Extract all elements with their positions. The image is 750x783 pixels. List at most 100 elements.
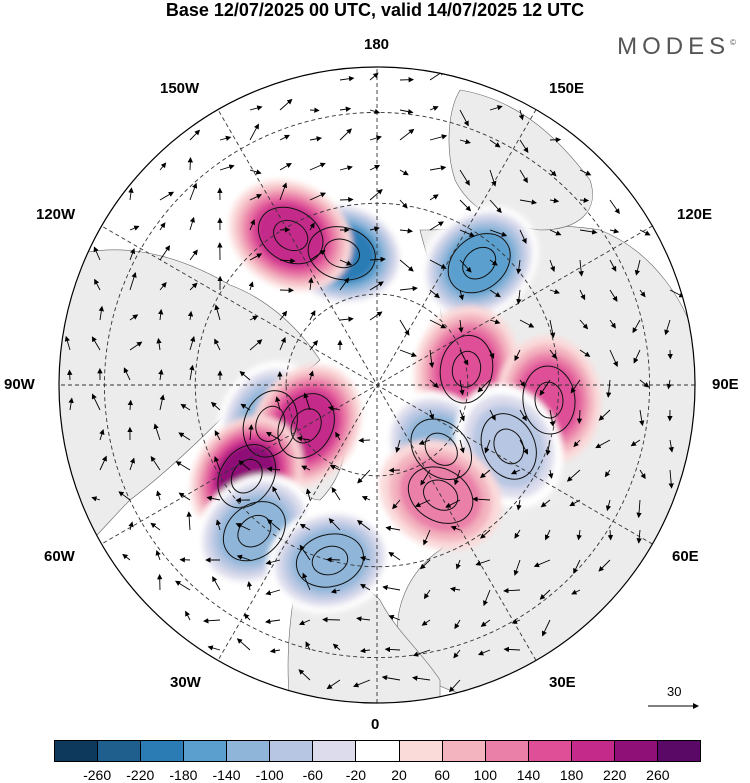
wind-arrow (639, 379, 650, 388)
wind-arrow (480, 529, 491, 539)
wind-arrow (668, 469, 674, 489)
wind-arrow (571, 589, 581, 595)
wind-arrow (459, 349, 469, 366)
wind-arrow (99, 455, 107, 471)
lon-label-60w: 60W (44, 548, 75, 565)
wind-arrow (269, 648, 281, 654)
colorbar-swatch (183, 741, 227, 761)
wind-arrow (327, 405, 341, 411)
wind-arrow (214, 456, 221, 471)
wind-arrow (489, 259, 498, 266)
wind-arrow (339, 76, 355, 82)
anomaly-contour (462, 246, 497, 280)
wind-arrow (357, 469, 371, 484)
wind-arrow (369, 281, 384, 291)
wind-arrow (369, 226, 380, 232)
wind-arrow (159, 394, 165, 411)
meridian (217, 109, 537, 661)
wind-arrow (455, 559, 461, 570)
wind-arrow (265, 431, 281, 441)
wind-arrow (540, 499, 551, 508)
wind-arrow (339, 277, 350, 291)
anomaly-contour (407, 466, 474, 524)
wind-arrow (429, 194, 439, 201)
wind-arrow (175, 461, 191, 471)
wind-arrow (421, 619, 431, 626)
wind-arrow (332, 643, 341, 651)
wind-arrow (636, 499, 642, 519)
colorbar-label: -20 (345, 767, 367, 783)
wind-arrow (429, 259, 447, 269)
wind-arrow (175, 580, 191, 591)
wind-arrow (459, 259, 472, 273)
anomaly-contour (311, 545, 349, 576)
wind-arrow (605, 499, 612, 512)
wind-arrow (339, 196, 354, 203)
wind-arrow (265, 559, 281, 565)
wind-arrow (418, 439, 431, 445)
wind-arrow (639, 469, 646, 480)
wind-arrow (249, 339, 263, 351)
wind-arrow (548, 469, 554, 479)
wind-arrow (544, 529, 551, 541)
wind-arrow (516, 259, 522, 275)
wind-arrow (156, 337, 162, 351)
wind-arrow (207, 645, 221, 651)
wind-arrow (382, 585, 401, 591)
wind-arrow (369, 189, 383, 201)
wind-arrow (129, 272, 137, 291)
wind-arrow (519, 229, 527, 244)
wind-arrow (330, 588, 341, 594)
wind-arrow (356, 616, 371, 622)
wind-arrow (549, 289, 560, 295)
lon-label-60e: 60E (672, 548, 699, 565)
lon-label-90w: 90W (4, 376, 35, 393)
wind-arrow (361, 496, 371, 501)
anomaly-contour (290, 408, 322, 444)
wind-arrow (484, 439, 491, 454)
anomaly-contour (451, 350, 482, 388)
colorbar-swatch (226, 741, 270, 761)
wind-arrow (249, 194, 263, 201)
anomaly-contour (295, 533, 364, 588)
anomaly-contour (493, 428, 525, 465)
wind-arrow (429, 165, 447, 171)
wind-arrow (360, 647, 371, 654)
wind-arrow (189, 282, 198, 291)
colorbar-label: -100 (255, 767, 284, 783)
colorbar-label: 220 (603, 767, 627, 783)
wind-arrow (275, 396, 281, 411)
wind-arrow (514, 529, 521, 539)
wind-arrow (609, 319, 616, 329)
wind-arrow (178, 492, 191, 501)
polar-map (58, 66, 699, 709)
colorbar-swatch (398, 741, 442, 761)
wind-arrow (329, 465, 341, 471)
wind-arrow (459, 409, 465, 422)
wind-arrow (459, 229, 475, 237)
wind-arrow (266, 466, 281, 472)
wind-arrow (187, 310, 194, 321)
wind-arrow (518, 109, 525, 121)
wind-arrow (158, 369, 164, 381)
wind-arrow (369, 72, 379, 81)
anomaly-contour (439, 334, 494, 404)
wind-arrow (309, 192, 327, 201)
wind-arrow (296, 435, 311, 442)
anomaly-contour (222, 501, 286, 562)
wind-arrow (129, 341, 143, 351)
wind-arrow (605, 379, 612, 398)
wind-arrow (539, 379, 551, 396)
wind-arrow (634, 259, 641, 276)
wind-arrow (429, 379, 439, 389)
colorbar-label: -180 (169, 767, 198, 783)
wind-arrow (369, 311, 383, 321)
wind-arrow (272, 486, 281, 501)
wind-arrow (399, 319, 410, 336)
wind-arrow (118, 491, 131, 501)
wind-arrow (598, 559, 611, 572)
wind-arrow (215, 519, 222, 531)
wind-arrow (238, 460, 251, 471)
land-asia-east (448, 89, 593, 231)
wind-arrow (578, 259, 584, 277)
